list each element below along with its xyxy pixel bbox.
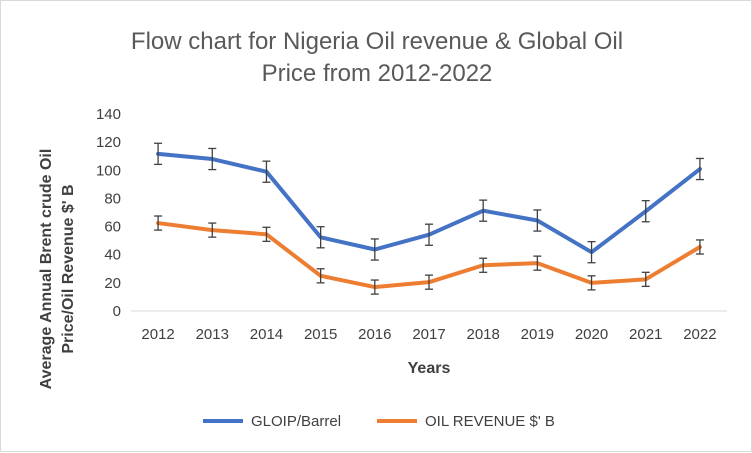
y-tick-label: 20 (104, 275, 121, 292)
error-bar (370, 279, 379, 295)
chart-title-line-1: Flow chart for Nigeria Oil revenue & Glo… (131, 28, 623, 55)
error-bar (154, 215, 163, 231)
x-tick-label: 2018 (466, 326, 499, 343)
x-tick-label: 2015 (304, 326, 337, 343)
x-tick-label: 2014 (250, 326, 283, 343)
error-bar (425, 223, 433, 246)
error-bar (533, 209, 542, 232)
x-tick-label: 2013 (196, 326, 229, 343)
legend-label-gloip: GLOIP/Barrel (251, 413, 341, 430)
error-bar (208, 147, 217, 171)
y-tick-label: 80 (104, 190, 121, 207)
error-bar (425, 274, 433, 290)
error-bar (479, 257, 488, 273)
y-tick-label: 0 (113, 303, 121, 320)
chart-title-line-2: Price from 2012-2022 (262, 60, 493, 87)
error-bar (262, 160, 271, 183)
x-tick-label: 2022 (683, 326, 716, 343)
x-tick-label: 2021 (629, 326, 662, 343)
error-bar (479, 199, 488, 222)
x-tick-label: 2017 (412, 326, 445, 343)
error-bar (695, 239, 704, 255)
legend: GLOIP/Barrel OIL REVENUE $' B (203, 413, 555, 430)
y-tick-label: 120 (96, 134, 121, 151)
x-tick-label: 2012 (141, 326, 174, 343)
y-tick-label: 40 (104, 247, 121, 264)
x-tick-label: 2016 (358, 326, 391, 343)
error-bar (262, 226, 271, 242)
y-tick-label: 60 (104, 219, 121, 236)
y-axis-title-line-1: Average Annual Brent crude Oil (38, 149, 55, 390)
series-0 (154, 142, 704, 264)
error-bar (370, 238, 379, 261)
x-axis-title: Years (408, 360, 451, 377)
error-bar (641, 200, 650, 223)
y-tick-label: 100 (96, 162, 121, 179)
error-bar (208, 222, 217, 238)
error-bar (641, 271, 650, 288)
x-tick-label: 2019 (521, 326, 554, 343)
y-tick-label: 140 (96, 106, 121, 123)
error-bar (533, 255, 542, 271)
error-bar (316, 268, 325, 284)
error-bar (587, 275, 596, 291)
legend-label-oil-revenue: OIL REVENUE $' B (425, 413, 555, 430)
y-axis-title-line-2: Price/Oil Revenue $' B (60, 184, 77, 353)
error-bar (695, 157, 704, 181)
error-bar (154, 142, 163, 166)
x-tick-label: 2020 (575, 326, 608, 343)
error-bar (587, 240, 596, 264)
series-1 (154, 215, 704, 295)
error-bar (316, 226, 325, 249)
